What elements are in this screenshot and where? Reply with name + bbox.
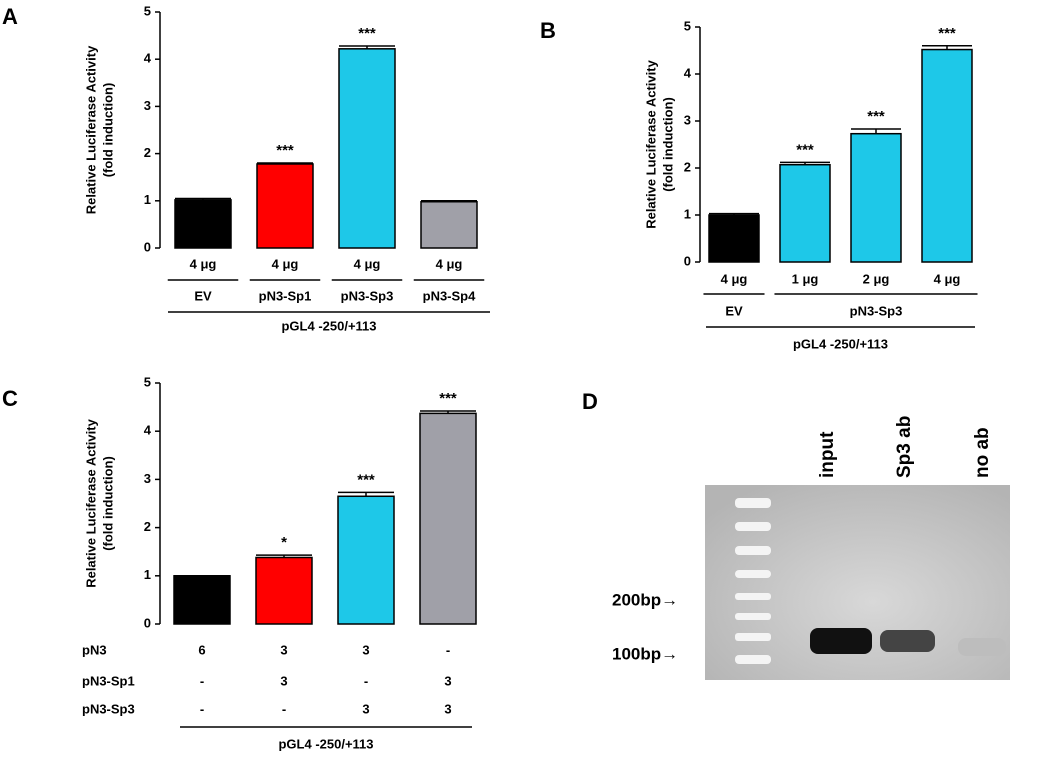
x-tick-label: 2 μg xyxy=(863,271,890,286)
bar xyxy=(420,200,478,249)
group-label: pN3-Sp1 xyxy=(259,288,312,303)
row-value: 3 xyxy=(444,701,451,716)
annotation: *** xyxy=(938,25,956,42)
y-tick-label: 3 xyxy=(684,112,691,127)
y-axis-label: (fold induction) xyxy=(660,97,675,192)
lane-label: no ab xyxy=(972,427,993,478)
annotation: * xyxy=(281,534,287,551)
row-value: - xyxy=(446,642,450,657)
row-value: 3 xyxy=(444,673,451,688)
band xyxy=(880,630,935,652)
row-value: 3 xyxy=(280,642,287,657)
y-tick-label: 5 xyxy=(144,3,151,18)
y-tick-label: 4 xyxy=(684,65,692,80)
bar xyxy=(256,163,314,249)
row-value: - xyxy=(200,701,204,716)
bar xyxy=(708,214,760,263)
footer-label: pGL4 -250/+113 xyxy=(281,318,376,333)
bar xyxy=(255,556,313,625)
y-tick-label: 3 xyxy=(144,471,151,486)
row-value: 3 xyxy=(362,642,369,657)
y-axis-label: Relative Luciferase Activity xyxy=(643,59,658,228)
y-axis-label: Relative Luciferase Activity xyxy=(83,45,98,214)
bar xyxy=(779,163,831,263)
row-value: - xyxy=(364,673,368,688)
panel-d: D input Sp3 ab no ab 200bp→ 100bp→ xyxy=(582,389,1010,680)
ladder xyxy=(735,498,771,664)
bar xyxy=(850,132,902,263)
x-tick-label: 4 μg xyxy=(190,256,217,271)
footer-label: pGL4 -250/+113 xyxy=(793,336,888,351)
x-tick-label: 4 μg xyxy=(436,256,463,271)
y-axis-label: Relative Luciferase Activity xyxy=(83,418,98,587)
bar xyxy=(337,495,395,625)
y-tick-label: 1 xyxy=(684,206,691,221)
y-axis-label: (fold induction) xyxy=(100,456,115,551)
y-tick-label: 4 xyxy=(144,51,152,66)
y-tick-label: 0 xyxy=(684,253,691,268)
marker-label: 100bp→ xyxy=(612,644,678,663)
y-tick-label: 1 xyxy=(144,567,151,582)
row-value: - xyxy=(200,673,204,688)
bar xyxy=(338,48,396,249)
y-tick-label: 0 xyxy=(144,615,151,630)
y-tick-label: 5 xyxy=(144,374,151,389)
band xyxy=(958,638,1006,656)
group-label: pN3-Sp3 xyxy=(850,303,903,318)
annotation: *** xyxy=(439,390,457,407)
y-tick-label: 1 xyxy=(144,192,151,207)
y-axis-label: (fold induction) xyxy=(100,83,115,178)
y-tick-label: 2 xyxy=(144,519,151,534)
row-label: pN3 xyxy=(82,642,107,657)
bar xyxy=(419,412,477,625)
panel-label: D xyxy=(582,389,598,414)
group-label: EV xyxy=(725,303,743,318)
y-tick-label: 0 xyxy=(144,239,151,254)
bar xyxy=(174,199,232,249)
panel-label: C xyxy=(2,386,18,411)
y-tick-label: 2 xyxy=(144,145,151,160)
panel-label: A xyxy=(2,4,18,29)
annotation: *** xyxy=(867,108,885,125)
x-tick-label: 4 μg xyxy=(272,256,299,271)
annotation: *** xyxy=(358,25,376,42)
lane-label: input xyxy=(817,431,838,478)
lane-label: Sp3 ab xyxy=(894,416,915,478)
panel-label: B xyxy=(540,18,556,43)
x-tick-label: 4 μg xyxy=(721,271,748,286)
y-tick-label: 2 xyxy=(684,159,691,174)
band xyxy=(810,628,872,654)
row-value: 6 xyxy=(198,642,205,657)
group-label: EV xyxy=(194,288,212,303)
footer-label: pGL4 -250/+113 xyxy=(278,736,373,751)
bar xyxy=(921,48,973,263)
x-tick-label: 4 μg xyxy=(354,256,381,271)
annotation: *** xyxy=(357,471,375,488)
y-tick-label: 5 xyxy=(684,18,691,33)
row-value: 3 xyxy=(280,673,287,688)
row-label: pN3-Sp3 xyxy=(82,701,135,716)
annotation: *** xyxy=(276,142,294,159)
marker-label: 200bp→ xyxy=(612,590,678,609)
x-tick-label: 1 μg xyxy=(792,271,819,286)
group-label: pN3-Sp4 xyxy=(423,288,477,303)
row-value: - xyxy=(282,701,286,716)
y-tick-label: 4 xyxy=(144,423,152,438)
row-value: 3 xyxy=(362,701,369,716)
y-tick-label: 3 xyxy=(144,98,151,113)
bar xyxy=(173,575,231,625)
annotation: *** xyxy=(796,141,814,158)
x-tick-label: 4 μg xyxy=(934,271,961,286)
group-label: pN3-Sp3 xyxy=(341,288,394,303)
row-label: pN3-Sp1 xyxy=(82,673,135,688)
